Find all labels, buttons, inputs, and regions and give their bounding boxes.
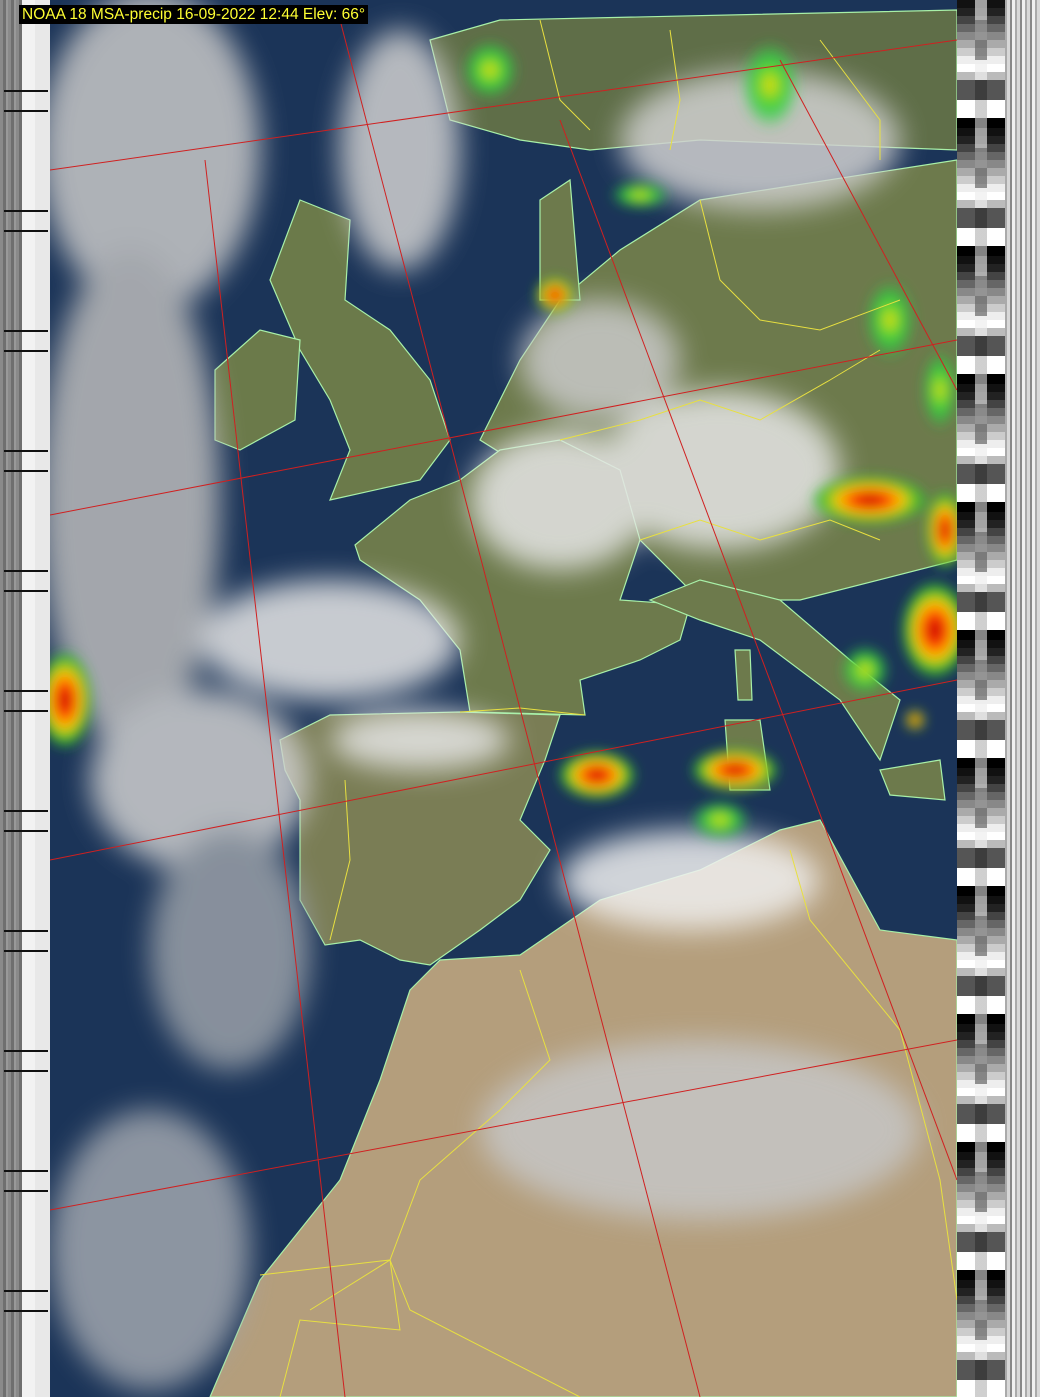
denmark bbox=[539, 178, 581, 301]
telemetry-tick bbox=[4, 1290, 48, 1292]
telemetry-tick bbox=[4, 810, 48, 812]
graticule bbox=[50, 19, 957, 1397]
telemetry-tick bbox=[4, 930, 48, 932]
telemetry-strip-right bbox=[957, 0, 1005, 1397]
cloud-cover bbox=[50, 0, 920, 1390]
telemetry-strip-left bbox=[0, 0, 50, 1397]
telemetry-tick bbox=[4, 330, 48, 332]
sicily bbox=[879, 759, 946, 801]
telemetry-tick bbox=[4, 1070, 48, 1072]
telemetry-tick bbox=[4, 590, 48, 592]
corsica bbox=[734, 649, 753, 701]
telemetry-tick bbox=[4, 710, 48, 712]
telemetry-tick bbox=[4, 450, 48, 452]
telemetry-tick bbox=[4, 570, 48, 572]
precipitation bbox=[50, 40, 957, 840]
telemetry-tick bbox=[4, 90, 48, 92]
telemetry-tick bbox=[4, 950, 48, 952]
telemetry-tick bbox=[4, 830, 48, 832]
telemetry-tick bbox=[4, 110, 48, 112]
iberia bbox=[279, 711, 561, 966]
telemetry-tick bbox=[4, 230, 48, 232]
sync-strip bbox=[1005, 0, 1040, 1397]
telemetry-tick bbox=[4, 1310, 48, 1312]
telemetry-tick bbox=[4, 470, 48, 472]
great-britain bbox=[269, 199, 451, 501]
telemetry-tick bbox=[4, 350, 48, 352]
country-borders bbox=[259, 19, 957, 1397]
telemetry-tick bbox=[4, 1190, 48, 1192]
telemetry-tick bbox=[4, 1050, 48, 1052]
telemetry-tick bbox=[4, 210, 48, 212]
image-title: NOAA 18 MSA-precip 16-09-2022 12:44 Elev… bbox=[19, 5, 369, 24]
satellite-map bbox=[50, 0, 957, 1397]
telemetry-tick bbox=[4, 690, 48, 692]
telemetry-tick bbox=[4, 1170, 48, 1172]
